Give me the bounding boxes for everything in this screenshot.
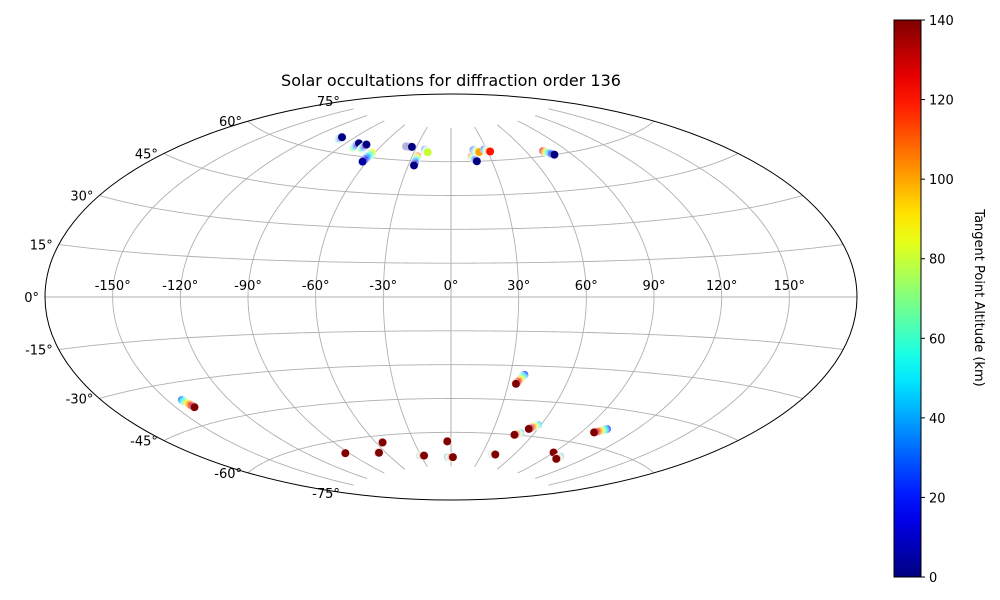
latitude-tick-label: 0° — [24, 291, 39, 306]
map-boundary — [44, 93, 858, 501]
occultation-point — [190, 402, 199, 412]
longitude-gridline — [535, 115, 723, 479]
longitude-tick-label: 120° — [706, 279, 737, 294]
longitude-tick-label: 60° — [575, 279, 598, 294]
chart-title: Solar occultations for diffraction order… — [281, 71, 621, 90]
latitude-tick-label: 45° — [135, 148, 158, 163]
colorbar-label: Tangent Point Altitude (km) — [971, 208, 986, 386]
longitude-gridline — [474, 126, 520, 468]
longitude-tick-label: -60° — [302, 279, 330, 294]
latitude-tick-label: -75° — [312, 487, 340, 502]
longitude-gridline — [517, 120, 655, 474]
latitude-tick-label: -15° — [25, 344, 53, 359]
longitude-tick-label: -120° — [162, 279, 198, 294]
longitude-gridline — [315, 124, 406, 470]
colorbar-tick-label: 120 — [929, 94, 954, 109]
colorbar-tick-label: 20 — [929, 491, 946, 506]
occultation-point — [472, 156, 482, 166]
colorbar-tick-label: 140 — [929, 14, 954, 29]
latitude-tick-label: 60° — [219, 115, 242, 130]
longitude-tick-label: 0° — [444, 279, 459, 294]
colorbar-tick-label: 40 — [929, 412, 946, 427]
occultation-point — [419, 451, 429, 461]
latitude-tick-labels: -75° -60° -45° -30° -15° 0° 15° 30° 45° 60° 75° — [24, 95, 340, 502]
colorbar-tick-label: 80 — [929, 253, 946, 268]
occultation-point — [378, 438, 387, 447]
occultation-point — [358, 157, 367, 167]
longitude-gridline — [496, 124, 587, 470]
longitude-grid — [44, 93, 858, 501]
occultation-point — [511, 379, 521, 389]
longitude-gridline — [548, 108, 790, 486]
occultation-point — [485, 147, 495, 156]
occultation-point — [490, 450, 500, 459]
occultation-point — [510, 430, 519, 440]
colorbar-ticks: 0 20 40 60 80 100 120 140 — [921, 14, 954, 586]
occultation-points — [177, 132, 612, 464]
longitude-gridline — [382, 126, 428, 468]
longitude-tick-label: 150° — [774, 279, 805, 294]
latitude-tick-label: 30° — [70, 190, 93, 205]
colorbar-gradient — [893, 19, 922, 578]
colorbar-tick-label: 0 — [929, 571, 937, 586]
longitude-tick-label: -90° — [234, 279, 262, 294]
occultation-point — [340, 448, 350, 458]
longitude-tick-label: 90° — [642, 279, 665, 294]
colorbar: 0 20 40 60 80 100 120 140 Tangent Point Altitud… — [893, 14, 986, 586]
longitude-tick-label: -150° — [95, 279, 131, 294]
longitude-gridline — [112, 108, 354, 486]
longitude-tick-label: 30° — [507, 279, 530, 294]
longitude-gridline — [247, 120, 385, 474]
longitude-tick-label: -30° — [369, 279, 397, 294]
occultation-point — [409, 161, 419, 170]
occultation-point — [374, 448, 384, 458]
colorbar-tick-label: 60 — [929, 332, 946, 347]
latitude-tick-label: 75° — [317, 95, 340, 110]
occultation-point — [589, 427, 599, 437]
longitude-tick-labels: -150° -120° -90° -60° -30° 0° 30° 60° 90° 120° 150… — [95, 279, 805, 294]
occultation-point — [524, 424, 534, 434]
occultation-point — [551, 454, 561, 464]
occultation-point — [423, 147, 433, 157]
latitude-tick-label: -60° — [214, 467, 242, 482]
occultation-point — [407, 142, 417, 152]
colorbar-tick-label: 100 — [929, 173, 954, 188]
occultation-point — [362, 140, 371, 149]
longitude-gridline — [179, 115, 367, 479]
latitude-tick-label: 15° — [30, 239, 53, 254]
occultation-point — [448, 452, 458, 462]
occultation-point — [337, 132, 347, 142]
occultation-point — [550, 150, 559, 160]
latitude-tick-label: -45° — [130, 435, 158, 450]
occultation-point — [442, 436, 452, 446]
latitude-tick-label: -30° — [66, 393, 94, 408]
